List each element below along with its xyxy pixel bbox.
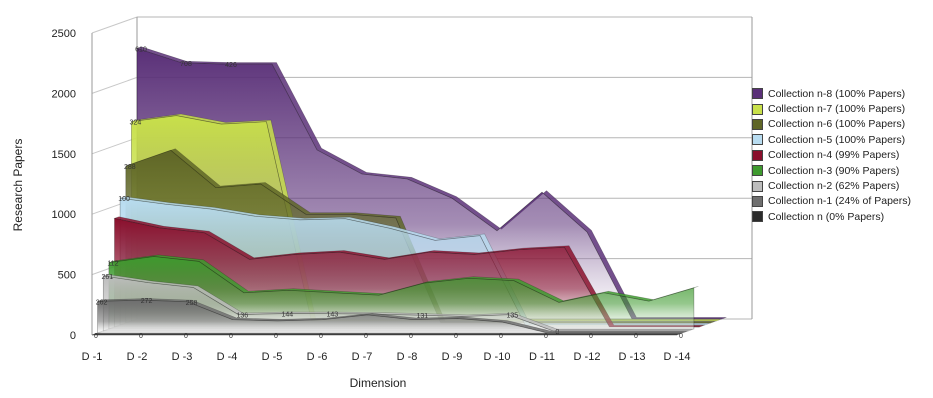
chart-legend: Collection n-8 (100% Papers) Collection n…: [752, 86, 911, 225]
legend-item: Collection n-5 (100% Papers): [752, 132, 911, 147]
legend-label: Collection n-5 (100% Papers): [768, 133, 906, 146]
data-label: 0: [229, 333, 233, 340]
data-label: 0: [544, 333, 548, 340]
legend-item: Collection n-3 (90% Papers): [752, 163, 911, 178]
series-areas: 610 708 426 324 288 100 112 261 136 144 143 131 135 0…: [91, 46, 727, 340]
data-label: 288: [124, 164, 136, 171]
data-label: 0: [139, 333, 143, 340]
legend-label: Collection n-2 (62% Papers): [768, 180, 900, 193]
x-tick-label: D -5: [262, 351, 283, 363]
data-label: 0: [274, 333, 278, 340]
legend-swatch: [752, 165, 763, 177]
data-label: 0: [364, 333, 368, 340]
grid-side-line: [91, 137, 138, 155]
data-label: 135: [506, 313, 518, 320]
y-tick-label: 2000: [52, 88, 76, 100]
data-label: 0: [679, 333, 683, 340]
legend-item: Collection n-7 (100% Papers): [752, 101, 911, 116]
series-top-face: [113, 216, 705, 328]
data-label: 112: [107, 261, 118, 268]
data-label: 0: [409, 333, 413, 340]
legend-swatch: [752, 134, 763, 146]
y-tick-label: 0: [70, 330, 76, 342]
series-top-face: [91, 333, 682, 336]
legend-swatch: [752, 103, 763, 115]
legend-swatch: [752, 195, 763, 207]
data-label: 610: [135, 46, 147, 53]
x-tick-label: D -14: [664, 351, 691, 363]
data-label: 0: [184, 333, 188, 340]
x-tick-label: D -7: [352, 351, 373, 363]
x-axis-title: Dimension: [350, 376, 407, 390]
legend-label: Collection n-1 (24% of Papers): [768, 195, 911, 208]
y-axis-ticks: 0 500 1000 1500 2000 2500: [52, 28, 76, 342]
y-tick-label: 500: [58, 270, 76, 282]
x-tick-label: D -6: [307, 351, 328, 363]
x-tick-label: D -11: [529, 351, 555, 363]
data-label: 0: [589, 333, 593, 340]
data-label: 143: [326, 312, 338, 319]
series-area: [108, 256, 695, 330]
series-area: [102, 275, 689, 332]
x-tick-label: D -4: [217, 351, 238, 363]
x-tick-label: D -8: [397, 351, 418, 363]
y-tick-label: 1000: [52, 209, 76, 221]
legend-item: Collection n-4 (99% Papers): [752, 148, 911, 163]
x-tick-label: D -10: [484, 351, 511, 363]
series-top-face: [103, 274, 693, 332]
data-label: 0: [319, 333, 323, 340]
data-label: 261: [101, 274, 113, 281]
legend-swatch: [752, 88, 763, 100]
data-label: 100: [118, 196, 130, 203]
x-tick-label: D -2: [127, 351, 148, 363]
data-label: 272: [141, 298, 153, 305]
series-area: [97, 299, 683, 334]
legend-label: Collection n-4 (99% Papers): [768, 149, 900, 162]
grid-side-line: [91, 16, 138, 34]
legend-swatch: [752, 180, 763, 192]
x-axis-ticks: D -1 D -2 D -3 D -4 D -5 D -6 D -7 D -8 D -9 D -1…: [82, 351, 691, 363]
legend-label: Collection n (0% Papers): [768, 210, 885, 223]
data-label: 258: [186, 300, 198, 307]
x-tick-label: D -1: [82, 351, 103, 363]
legend-item: Collection n-8 (100% Papers): [752, 86, 911, 101]
series-top-face: [136, 46, 727, 320]
legend-item: Collection n-2 (62% Papers): [752, 178, 911, 193]
data-label: 144: [281, 312, 293, 319]
legend-item: Collection n (0% Papers): [752, 209, 911, 224]
legend-label: Collection n-6 (100% Papers): [768, 118, 906, 131]
x-tick-label: D -12: [574, 351, 601, 363]
data-label: 324: [130, 120, 142, 127]
data-label: 131: [416, 313, 428, 320]
data-label: 136: [236, 313, 248, 320]
data-label: 0: [634, 333, 638, 340]
data-label: 0: [94, 333, 98, 340]
y-tick-label: 2500: [52, 28, 76, 40]
data-label: 262: [96, 299, 108, 306]
x-tick-label: D -13: [619, 351, 646, 363]
data-label: 708: [180, 61, 192, 68]
data-label: 0: [454, 333, 458, 340]
x-tick-label: D -3: [172, 351, 193, 363]
legend-item: Collection n-6 (100% Papers): [752, 117, 911, 132]
data-label: 0: [499, 333, 503, 340]
x-tick-label: D -9: [442, 351, 463, 363]
legend-item: Collection n-1 (24% of Papers): [752, 194, 911, 209]
y-tick-label: 1500: [52, 149, 76, 161]
data-label: 426: [225, 62, 237, 69]
legend-label: Collection n-3 (90% Papers): [768, 164, 900, 177]
legend-swatch: [752, 149, 763, 161]
legend-label: Collection n-7 (100% Papers): [768, 103, 906, 116]
y-axis-title: Research Papers: [11, 139, 25, 232]
legend-label: Collection n-8 (100% Papers): [768, 87, 906, 100]
grid-side-line: [91, 76, 138, 94]
legend-swatch: [752, 118, 763, 130]
legend-swatch: [752, 211, 763, 223]
